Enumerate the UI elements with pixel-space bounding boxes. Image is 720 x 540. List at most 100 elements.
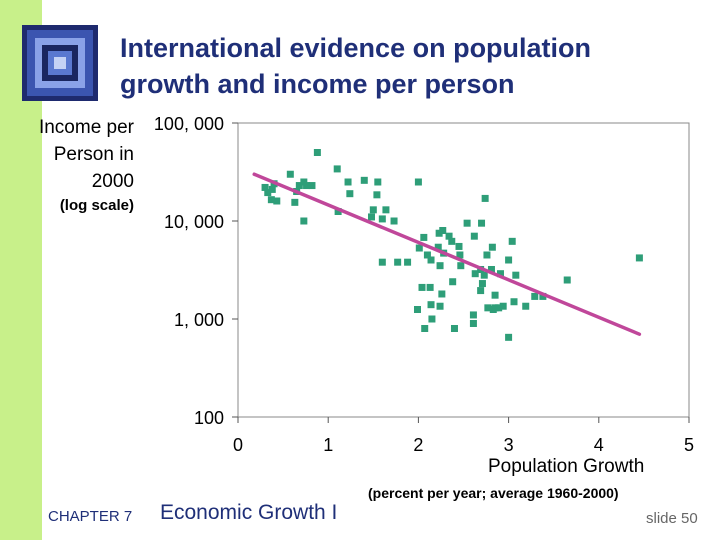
data-point (378, 258, 386, 266)
x-tick-label: 3 (504, 435, 514, 455)
x-axis-label: Population Growth (488, 456, 645, 477)
data-point (522, 302, 530, 310)
data-point (481, 194, 489, 202)
data-point (382, 206, 390, 214)
data-point (344, 178, 352, 186)
data-point (487, 265, 495, 273)
course-title: Economic Growth I (160, 501, 338, 524)
data-point (427, 301, 435, 309)
data-point (477, 287, 485, 295)
y-axis-label-text: Income per Person in 2000 (38, 117, 134, 192)
x-tick-label: 1 (323, 435, 333, 455)
y-axis-scale-note: (log scale) (59, 197, 134, 214)
data-point (346, 190, 354, 198)
data-point (455, 242, 463, 250)
data-point (378, 215, 386, 223)
data-point (423, 251, 431, 259)
data-point (499, 302, 507, 310)
x-tick-label: 5 (684, 435, 694, 455)
data-point (478, 219, 486, 227)
data-point (295, 182, 303, 190)
data-point (435, 229, 443, 237)
y-tick-label: 10, 000 (164, 212, 224, 232)
data-point (428, 315, 436, 323)
y-tick-label: 100 (194, 408, 224, 428)
data-point (394, 258, 402, 266)
data-point (448, 237, 456, 245)
data-point (470, 232, 478, 240)
data-point (291, 198, 299, 206)
data-point (374, 178, 382, 186)
data-point (303, 182, 311, 190)
window-logo-icon (22, 25, 98, 101)
data-point (373, 191, 381, 199)
slide-number: slide 50 (646, 510, 698, 527)
data-point (450, 324, 458, 332)
data-point (436, 262, 444, 270)
data-point (489, 306, 497, 314)
data-point (488, 243, 496, 251)
x-tick-label: 4 (594, 435, 604, 455)
data-point (438, 290, 446, 298)
data-point (286, 170, 294, 178)
y-axis-label: Income per Person in 2000 (9, 114, 134, 195)
data-point (505, 333, 513, 341)
data-point (360, 176, 368, 184)
data-point (261, 183, 269, 191)
data-point (484, 304, 492, 312)
data-point (436, 302, 444, 310)
data-point (449, 278, 457, 286)
data-point (273, 197, 281, 205)
title-line-2: growth and income per person (120, 69, 515, 99)
data-point (308, 182, 316, 190)
data-point (267, 196, 275, 204)
x-axis-note: (percent per year; average 1960-2000) (368, 485, 619, 501)
data-point (421, 324, 429, 332)
data-point (414, 178, 422, 186)
data-point (531, 292, 539, 300)
data-point (333, 165, 341, 173)
data-point (510, 298, 518, 306)
data-point (369, 206, 377, 214)
chapter-label: CHAPTER 7 (48, 508, 133, 525)
data-point (505, 256, 513, 264)
data-point (413, 306, 421, 314)
data-point (563, 276, 571, 284)
data-point (469, 319, 477, 327)
data-point (456, 251, 464, 259)
data-point (427, 256, 435, 264)
data-point (635, 254, 643, 262)
data-point (334, 208, 342, 216)
data-point (495, 304, 503, 312)
x-tick-label: 2 (413, 435, 423, 455)
data-point (445, 232, 453, 240)
data-point (313, 149, 321, 157)
data-point (483, 251, 491, 259)
trend-line (252, 172, 642, 336)
data-point (426, 283, 434, 291)
data-point (480, 271, 488, 279)
data-point (264, 189, 272, 197)
data-point (508, 237, 516, 245)
y-tick-label: 100, 000 (154, 114, 224, 134)
data-point (404, 258, 412, 266)
data-point (367, 213, 375, 221)
data-point (268, 185, 276, 193)
data-point (469, 311, 477, 319)
data-point (478, 280, 486, 288)
data-point (415, 244, 423, 252)
y-tick-label: 1, 000 (174, 310, 224, 330)
data-point (491, 291, 499, 299)
plot-area (237, 122, 690, 418)
data-point (496, 270, 504, 278)
title-line-1: International evidence on population (120, 33, 592, 63)
data-point (539, 292, 547, 300)
page-title: International evidence on population gro… (120, 30, 710, 102)
data-point (471, 270, 479, 278)
data-point (434, 243, 442, 251)
data-point (463, 219, 471, 227)
data-point (418, 283, 426, 291)
data-point (512, 271, 520, 279)
data-point (300, 217, 308, 225)
